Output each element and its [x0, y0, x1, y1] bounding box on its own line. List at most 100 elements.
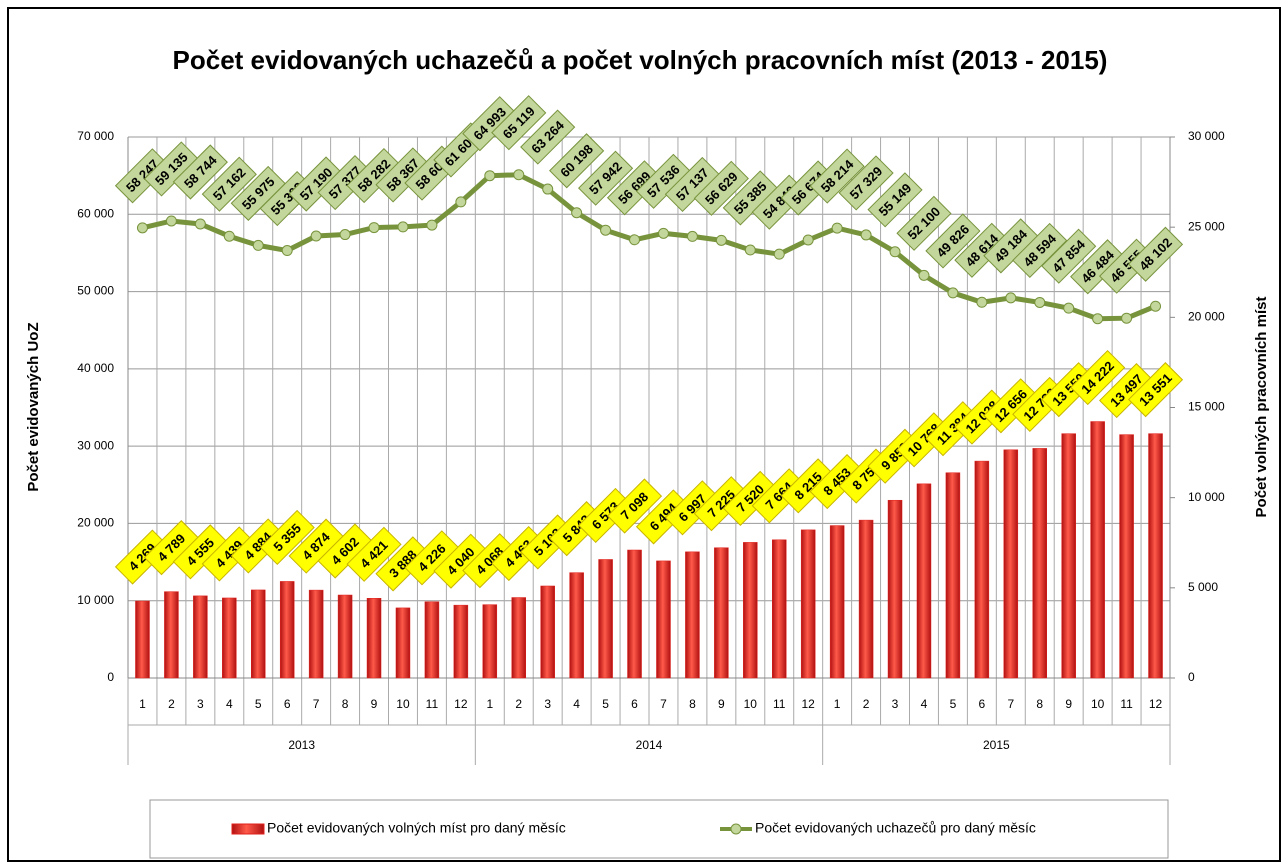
data-label-box [578, 487, 634, 544]
x-tick-label: 10 [396, 697, 410, 711]
y2-tick-label: 30 000 [1188, 129, 1225, 143]
marker [484, 170, 496, 182]
marker [513, 169, 525, 181]
bar [540, 585, 555, 679]
x-tick-label: 9 [371, 697, 378, 711]
marker [397, 221, 409, 233]
marker [860, 229, 872, 241]
bar [135, 600, 150, 679]
x-tick-label: 9 [1065, 697, 1072, 711]
x-tick-label: 4 [573, 697, 580, 711]
y-tick-label: 60 000 [77, 206, 114, 220]
legend-swatch [231, 823, 265, 835]
x-tick-label: 8 [689, 697, 696, 711]
data-label-box [491, 95, 547, 151]
marker [600, 224, 612, 236]
bar [887, 499, 903, 679]
data-label-box [259, 509, 315, 566]
bar [916, 483, 932, 679]
marker [368, 222, 380, 234]
bar [1061, 433, 1076, 679]
marker [1034, 296, 1046, 308]
marker [918, 269, 930, 281]
bar [1119, 434, 1134, 679]
x-tick-label: 6 [631, 697, 638, 711]
y-tick-label: 20 000 [77, 516, 114, 530]
bar [945, 472, 961, 679]
x-tick-label: 6 [979, 697, 986, 711]
marker [165, 215, 177, 227]
marker [744, 244, 756, 256]
x-tick-label: 2 [168, 697, 175, 711]
y-tick-label: 40 000 [77, 361, 114, 375]
data-label-box [1070, 349, 1126, 406]
bar [714, 547, 729, 679]
y-tick-label: 0 [107, 670, 114, 684]
marker [542, 183, 554, 195]
bar [511, 597, 526, 679]
y-tick-label: 10 000 [77, 593, 114, 607]
data-label-box [838, 155, 894, 211]
data-label-box [867, 172, 923, 228]
x-tick-label: 3 [544, 697, 551, 711]
marker [802, 234, 814, 246]
data-label-box [114, 529, 171, 585]
data-label-box [520, 109, 576, 165]
x-tick-label: 1 [834, 697, 841, 711]
x-tick-label: 7 [1007, 697, 1014, 711]
bar [772, 539, 787, 679]
bar [424, 601, 440, 679]
bar [829, 525, 845, 679]
data-label-box [751, 468, 807, 524]
bar [1003, 449, 1019, 679]
x-tick-label: 3 [197, 697, 204, 711]
data-label-box [578, 150, 634, 206]
x-tick-label: 7 [660, 697, 667, 711]
data-label-box [606, 478, 663, 534]
x-tick-label: 7 [313, 697, 320, 711]
x-tick-label: 6 [284, 697, 291, 711]
bar [453, 604, 469, 679]
x-tick-label: 5 [255, 697, 262, 711]
x-tick-label: 4 [226, 697, 233, 711]
bar [1032, 448, 1047, 679]
y2-tick-label: 25 000 [1188, 219, 1225, 233]
marker [657, 227, 669, 239]
group-label: 2015 [983, 738, 1010, 752]
marker [455, 196, 467, 208]
data-label-box [809, 148, 865, 204]
y-tick-label: 70 000 [77, 129, 114, 143]
bar [656, 560, 671, 679]
bar [395, 607, 411, 679]
frame [7, 7, 1281, 862]
bar [1090, 421, 1105, 679]
bar [193, 595, 208, 679]
y-axis-title: Počet evidovaných UoZ [25, 322, 42, 491]
data-label-box [693, 160, 749, 216]
marker [1150, 300, 1162, 312]
x-tick-label: 5 [602, 697, 609, 711]
y2-tick-label: 20 000 [1188, 310, 1225, 324]
bar [598, 559, 613, 679]
bar [222, 597, 237, 679]
bar [858, 519, 874, 679]
x-tick-label: 11 [426, 697, 439, 711]
bar [366, 598, 382, 679]
x-tick-label: 12 [802, 697, 816, 711]
marker [194, 218, 206, 230]
bar [337, 594, 353, 679]
bar [685, 551, 700, 679]
x-tick-label: 12 [1149, 697, 1163, 711]
x-tick-label: 10 [744, 697, 758, 711]
data-label-box [172, 144, 228, 200]
marker [715, 234, 727, 246]
x-tick-label: 9 [718, 697, 725, 711]
marker [1063, 302, 1075, 314]
bar [279, 581, 295, 679]
data-label-box [346, 526, 402, 582]
data-label-box [1127, 226, 1184, 282]
data-label-box [896, 195, 952, 251]
x-tick-label: 2 [863, 697, 870, 711]
marker [976, 296, 988, 308]
